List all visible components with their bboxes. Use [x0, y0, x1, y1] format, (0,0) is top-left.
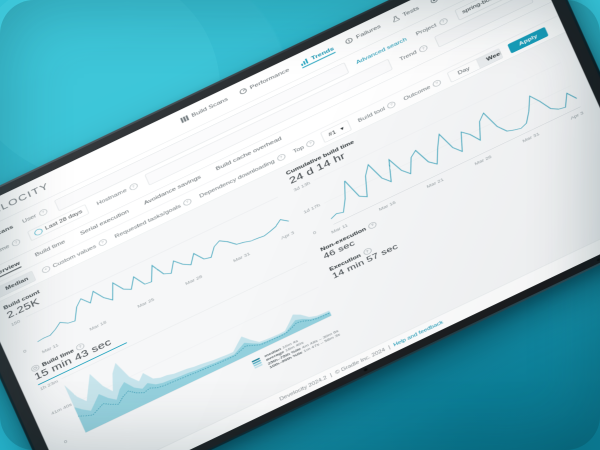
- legend-row: average 16m 40s: [265, 325, 337, 362]
- top-nav: Build Scans Performance: [179, 0, 517, 125]
- y-tick-zero: 0: [63, 438, 68, 445]
- top-bar: DEVELOCITY Build Scans: [0, 0, 536, 243]
- project-label: Project: [414, 22, 438, 38]
- y-tick-top: 1h 23m: [39, 378, 59, 392]
- front-camera: [362, 367, 369, 373]
- legend-value: 4m 48s – 30m 6s: [301, 328, 340, 350]
- legend-label: median: [263, 346, 282, 359]
- help-icon[interactable]: ?: [276, 153, 287, 163]
- plus-icon[interactable]: +: [40, 265, 52, 275]
- nav-label: Failures: [355, 23, 382, 40]
- legend-swatch: [254, 363, 263, 369]
- start-time-label: Start time: [0, 243, 11, 261]
- flask-icon: [391, 14, 400, 23]
- nav-item-build-scans[interactable]: Build Scans: [179, 96, 230, 125]
- alert-icon: [344, 37, 353, 45]
- chart-build-count[interactable]: 150 0 Mar 11 Mar 18: [10, 196, 295, 361]
- legend-value: 16m 40s: [284, 340, 305, 353]
- help-icon[interactable]: ?: [386, 100, 397, 110]
- y-tick-zero: 0: [312, 230, 318, 236]
- footer-sep: |: [329, 372, 333, 378]
- x-tick: Apr 3: [569, 110, 585, 121]
- speaker-grille: [596, 238, 600, 262]
- legend-text: median 10m 4s average 16m 40s 25th–75th …: [264, 321, 341, 369]
- legend-row: median 10m 4s: [263, 321, 336, 359]
- nav-item-trends[interactable]: Trends: [299, 45, 336, 69]
- speedometer-icon: [238, 87, 247, 95]
- trend-label: Trend: [398, 49, 418, 63]
- help-icon[interactable]: ?: [305, 139, 316, 148]
- panel-build-count: Build count 2.25K 150 0: [3, 179, 295, 362]
- nav-item-tests[interactable]: Tests: [391, 5, 421, 25]
- legend-swatches: [251, 357, 265, 375]
- x-tick: Mar 11: [330, 222, 349, 235]
- grid-icon: [179, 115, 190, 124]
- help-icon[interactable]: ?: [438, 17, 449, 27]
- y-tick-mid: 41m 40s: [50, 402, 73, 416]
- help-icon[interactable]: ?: [128, 182, 139, 192]
- help-icon[interactable]: ?: [97, 238, 108, 248]
- legend-label: 10th–90th %ile: [268, 350, 304, 370]
- help-icon[interactable]: ?: [418, 44, 429, 53]
- help-icon[interactable]: ?: [431, 78, 442, 88]
- x-tick: Mar 16: [377, 199, 397, 212]
- legend-swatch: [252, 359, 261, 365]
- legend-swatch: [251, 357, 260, 363]
- non-execution-title-text: Non-execution: [319, 226, 367, 253]
- clock-icon: ◷: [30, 363, 41, 373]
- nav-label: Tests: [401, 5, 420, 18]
- legend-value: 1m 47s – 58m 3s: [302, 332, 341, 354]
- user-label: User: [21, 213, 38, 225]
- help-icon[interactable]: ?: [38, 207, 49, 217]
- top-label: Top: [292, 144, 305, 155]
- legend-label: 25th–75th %ile: [266, 346, 302, 366]
- calendar-icon: [33, 227, 44, 237]
- legend-swatch: [253, 361, 262, 367]
- top-value: #1: [327, 129, 337, 138]
- chevron-down-icon: ▾: [339, 125, 346, 132]
- build-time-legend: median 10m 4s average 16m 40s 25th–75th …: [251, 321, 341, 375]
- target-icon: [429, 0, 438, 4]
- help-icon[interactable]: ?: [362, 247, 373, 257]
- bar-chart-icon: [300, 58, 309, 67]
- build-count-sparkline: [26, 196, 290, 343]
- legend-row: 10th–90th %ile 1m 47s – 58m 3s: [269, 332, 341, 369]
- help-icon[interactable]: ?: [367, 220, 378, 230]
- legend-row: 25th–75th %ile 4m 48s – 30m 6s: [267, 328, 339, 365]
- x-tick: Mar 26: [473, 154, 493, 167]
- legend-value: 10m 4s: [281, 338, 299, 350]
- help-icon[interactable]: ?: [75, 342, 86, 352]
- nav-item-predictive-test-selection[interactable]: Predictive Test Selection: [429, 0, 517, 6]
- legend-label: average: [265, 349, 285, 363]
- footer-sep: |: [387, 344, 392, 350]
- nav-label: Trends: [310, 45, 335, 62]
- x-tick: Mar 31: [521, 131, 541, 144]
- nav-item-performance[interactable]: Performance: [238, 67, 291, 98]
- x-tick: Mar 21: [425, 176, 445, 189]
- execution-title-text: Execution: [328, 252, 362, 273]
- segment-fast[interactable]: Fast: [35, 270, 36, 278]
- help-icon[interactable]: ?: [182, 197, 193, 207]
- nav-item-failures[interactable]: Failures: [344, 23, 382, 47]
- help-icon[interactable]: ?: [10, 238, 21, 248]
